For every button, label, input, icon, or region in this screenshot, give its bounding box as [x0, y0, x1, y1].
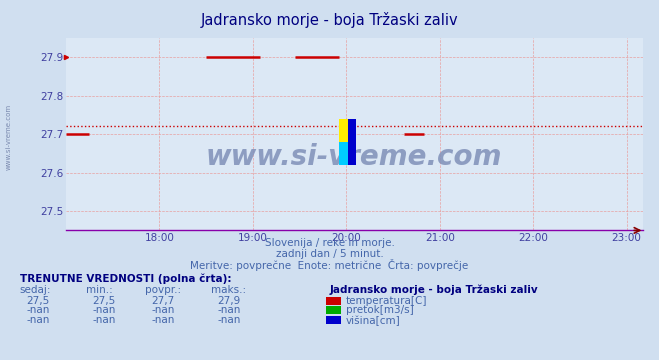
Text: Jadransko morje - boja Tržaski zaliv: Jadransko morje - boja Tržaski zaliv: [330, 284, 538, 295]
Text: 27,7: 27,7: [152, 296, 175, 306]
Text: zadnji dan / 5 minut.: zadnji dan / 5 minut.: [275, 249, 384, 259]
Text: -nan: -nan: [152, 305, 175, 315]
Text: 27,9: 27,9: [217, 296, 241, 306]
Text: temperatura[C]: temperatura[C]: [346, 296, 428, 306]
Text: pretok[m3/s]: pretok[m3/s]: [346, 305, 414, 315]
Text: -nan: -nan: [26, 305, 49, 315]
Text: min.:: min.:: [86, 285, 113, 295]
Text: višina[cm]: višina[cm]: [346, 315, 401, 325]
Text: Meritve: povprečne  Enote: metrične  Črta: povprečje: Meritve: povprečne Enote: metrične Črta:…: [190, 258, 469, 271]
Text: povpr.:: povpr.:: [145, 285, 181, 295]
Polygon shape: [339, 119, 348, 142]
Text: -nan: -nan: [152, 315, 175, 325]
Polygon shape: [348, 119, 356, 165]
Text: 27,5: 27,5: [92, 296, 115, 306]
Text: maks.:: maks.:: [211, 285, 246, 295]
Text: -nan: -nan: [217, 315, 241, 325]
Text: www.si-vreme.com: www.si-vreme.com: [206, 143, 502, 171]
Text: www.si-vreme.com: www.si-vreme.com: [5, 104, 12, 170]
Text: Slovenija / reke in morje.: Slovenija / reke in morje.: [264, 238, 395, 248]
Text: 27,5: 27,5: [26, 296, 49, 306]
Text: -nan: -nan: [92, 315, 115, 325]
Text: -nan: -nan: [92, 305, 115, 315]
Text: -nan: -nan: [217, 305, 241, 315]
Text: TRENUTNE VREDNOSTI (polna črta):: TRENUTNE VREDNOSTI (polna črta):: [20, 274, 231, 284]
Polygon shape: [339, 142, 348, 165]
Text: Jadransko morje - boja Tržaski zaliv: Jadransko morje - boja Tržaski zaliv: [201, 12, 458, 28]
Text: sedaj:: sedaj:: [20, 285, 51, 295]
Text: -nan: -nan: [26, 315, 49, 325]
